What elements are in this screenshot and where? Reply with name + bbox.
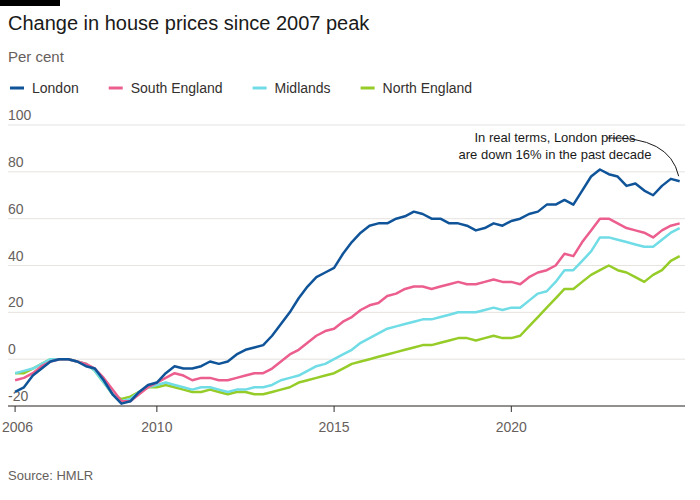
x-tick <box>511 406 512 412</box>
chart: Change in house prices since 2007 peak Pe… <box>0 0 700 500</box>
y-tick-label: 0 <box>8 341 16 357</box>
legend-swatch <box>361 87 375 90</box>
annotation: are down 16% in the past decade <box>459 147 652 162</box>
grid-line <box>8 406 685 407</box>
series-line <box>15 228 680 401</box>
y-tick-label: 40 <box>8 248 24 264</box>
legend-swatch <box>10 87 24 90</box>
legend-label: South England <box>131 80 223 96</box>
x-tick-label: 2015 <box>319 419 350 435</box>
grid-line <box>8 125 685 126</box>
x-tick-label: 2020 <box>496 419 527 435</box>
grid-line <box>8 265 685 266</box>
legend-label: North England <box>383 80 473 96</box>
y-tick-label: 20 <box>8 294 24 310</box>
y-tick-label: 60 <box>8 201 24 217</box>
series-line <box>15 169 680 403</box>
y-tick-label: 80 <box>8 154 24 170</box>
grid-line <box>8 312 685 313</box>
grid-line <box>8 218 685 219</box>
y-tick-label: 100 <box>8 107 32 123</box>
legend-label: London <box>32 80 79 96</box>
x-axis <box>8 406 685 407</box>
x-tick <box>156 406 157 412</box>
brand-bar <box>0 0 60 6</box>
x-tick <box>334 406 335 412</box>
legend-label: Midlands <box>275 80 331 96</box>
source: Source: HMLR <box>8 468 93 483</box>
subtitle: Per cent <box>8 48 65 65</box>
legend-swatch <box>253 87 267 90</box>
grid-line <box>8 359 685 360</box>
series-line <box>15 256 680 399</box>
x-tick-label: 2006 <box>2 419 33 435</box>
legend-swatch <box>109 87 123 90</box>
annotation-arrow <box>607 138 679 176</box>
grid-line <box>8 171 685 172</box>
plot-area <box>15 169 680 403</box>
title: Change in house prices since 2007 peak <box>8 12 370 34</box>
x-tick <box>15 406 16 412</box>
x-tick-label: 2010 <box>141 419 172 435</box>
